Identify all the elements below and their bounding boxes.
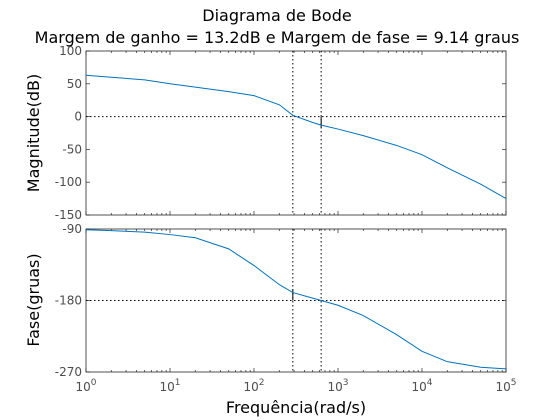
mag-ytick-label: 50 [67,77,82,91]
magnitude-y-tick-labels: 100 50 0 -50 -100 -150 [55,44,82,222]
phase-axes-box [85,228,507,373]
phase-plot: -90 -180 -270 Fase(gruas) [24,222,507,379]
magnitude-axes-box [85,50,507,216]
x-tick-label: 105 [495,378,516,394]
x-axis-label: Frequência(rad/s) [226,398,366,417]
x-tick-labels: 100 101 102 103 104 105 [75,378,516,394]
ph-ytick-label: -90 [62,222,82,236]
mag-ytick-label: -50 [62,142,82,156]
x-tick-label: 102 [243,378,264,394]
ph-ytick-label: -270 [55,365,82,379]
phase-series-line [85,229,507,370]
mag-ytick-label: 0 [74,110,82,124]
x-tick-label: 100 [75,378,96,394]
x-tick-label: 103 [327,378,348,394]
chart-subtitle: Margem de ganho = 13.2dB e Margem de fas… [35,28,520,47]
x-tick-label: 104 [411,378,432,394]
mag-ytick-label: -150 [55,208,82,222]
chart-title: Diagrama de Bode [202,6,351,25]
phase-tick-marks [85,228,507,373]
mag-ytick-label: 100 [59,44,82,58]
x-tick-label: 101 [159,378,180,394]
phase-y-axis-label: Fase(gruas) [24,253,43,346]
magnitude-plot: 100 50 0 -50 -100 -150 Magnitude(dB) [24,44,507,222]
magnitude-series-line [85,74,507,200]
phase-y-tick-labels: -90 -180 -270 [55,222,82,379]
magnitude-y-axis-label: Magnitude(dB) [24,74,43,192]
mag-ytick-label: -100 [55,175,82,189]
ph-ytick-label: -180 [55,294,82,308]
